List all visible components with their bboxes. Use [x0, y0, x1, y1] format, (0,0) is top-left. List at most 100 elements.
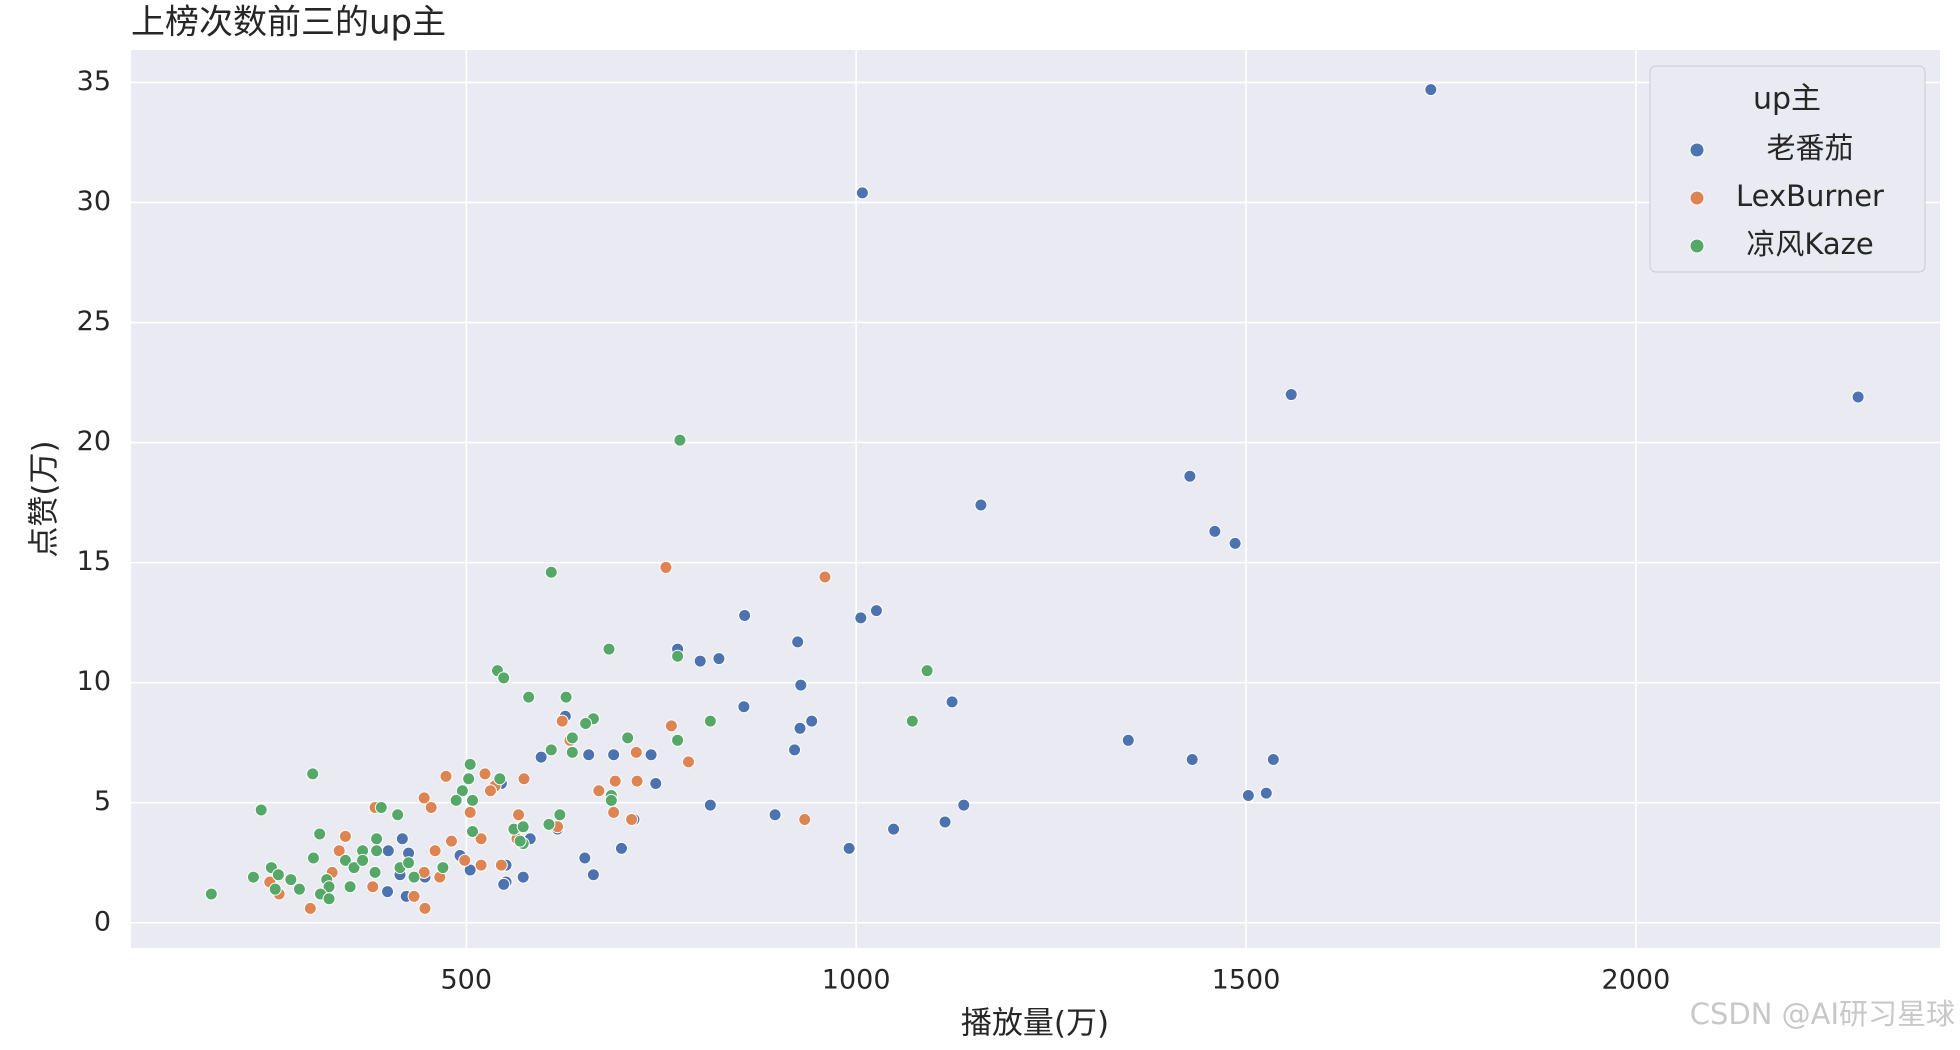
point	[313, 827, 327, 841]
point	[974, 498, 988, 512]
point	[407, 870, 421, 884]
point	[463, 757, 477, 771]
point	[703, 798, 717, 812]
legend: up主 老番茄 LexBurner 凉风Kaze	[1649, 65, 1926, 273]
point	[693, 654, 707, 668]
point	[254, 803, 268, 817]
point	[522, 690, 536, 704]
point	[458, 853, 472, 867]
point	[474, 832, 488, 846]
point	[455, 784, 469, 798]
x-axis-label: 播放量(万)	[961, 1006, 1109, 1042]
legend-label: LexBurner	[1736, 179, 1884, 213]
point	[474, 858, 488, 872]
point	[664, 719, 678, 733]
point	[788, 743, 802, 757]
legend-title: up主	[1753, 82, 1821, 117]
point	[905, 714, 919, 728]
y-tick-label: 35	[77, 66, 111, 97]
x-tick-label: 2000	[1602, 965, 1671, 996]
point	[625, 813, 639, 827]
point	[516, 870, 530, 884]
point	[381, 885, 395, 899]
y-tick-label: 20	[77, 426, 111, 457]
point	[449, 793, 463, 807]
point	[592, 784, 606, 798]
point	[370, 844, 384, 858]
legend-marker	[1689, 238, 1705, 254]
point	[466, 825, 480, 839]
point	[673, 433, 687, 447]
point	[381, 844, 395, 858]
point	[494, 858, 508, 872]
point	[516, 820, 530, 834]
point	[768, 808, 782, 822]
point	[534, 750, 548, 764]
point	[1266, 753, 1280, 767]
point	[439, 769, 453, 783]
point	[1284, 388, 1298, 402]
point	[682, 755, 696, 769]
point	[512, 808, 526, 822]
point	[332, 844, 346, 858]
point	[402, 856, 416, 870]
point	[602, 642, 616, 656]
point	[497, 671, 511, 685]
point	[1228, 536, 1242, 550]
point	[374, 801, 388, 815]
point	[338, 829, 352, 843]
point	[649, 777, 663, 791]
x-tick-label: 1000	[822, 965, 891, 996]
point	[418, 901, 432, 915]
point	[1259, 786, 1273, 800]
point	[659, 560, 673, 574]
point	[855, 186, 869, 200]
point	[793, 721, 807, 735]
point	[542, 817, 556, 831]
point	[608, 774, 622, 788]
point	[582, 748, 596, 762]
point	[578, 851, 592, 865]
point	[204, 887, 218, 901]
point	[407, 889, 421, 903]
point	[343, 880, 357, 894]
y-tick-label: 0	[94, 906, 111, 937]
point	[957, 798, 971, 812]
grid	[131, 50, 1940, 948]
chart-title: 上榜次数前三的up主	[131, 3, 446, 43]
point	[493, 772, 507, 786]
point	[920, 664, 934, 678]
point	[462, 772, 476, 786]
point	[466, 793, 480, 807]
point	[463, 863, 477, 877]
point	[1183, 469, 1197, 483]
point	[607, 748, 621, 762]
point	[604, 793, 618, 807]
point	[306, 851, 320, 865]
point	[644, 748, 658, 762]
point	[630, 774, 644, 788]
y-tick-label: 30	[77, 186, 111, 217]
y-tick-label: 25	[77, 306, 111, 337]
point	[268, 882, 282, 896]
point	[737, 700, 751, 714]
point	[938, 815, 952, 829]
point	[1208, 524, 1222, 538]
point	[553, 808, 567, 822]
point	[842, 841, 856, 855]
x-tick-label: 500	[441, 965, 493, 996]
legend-marker	[1689, 190, 1705, 206]
point	[347, 861, 361, 875]
point	[586, 868, 600, 882]
point	[794, 678, 808, 692]
legend-label: 凉风Kaze	[1746, 227, 1873, 261]
point	[798, 813, 812, 827]
point	[366, 880, 380, 894]
point	[517, 772, 531, 786]
point	[424, 801, 438, 815]
point	[1185, 753, 1199, 767]
point	[292, 882, 306, 896]
point	[306, 767, 320, 781]
